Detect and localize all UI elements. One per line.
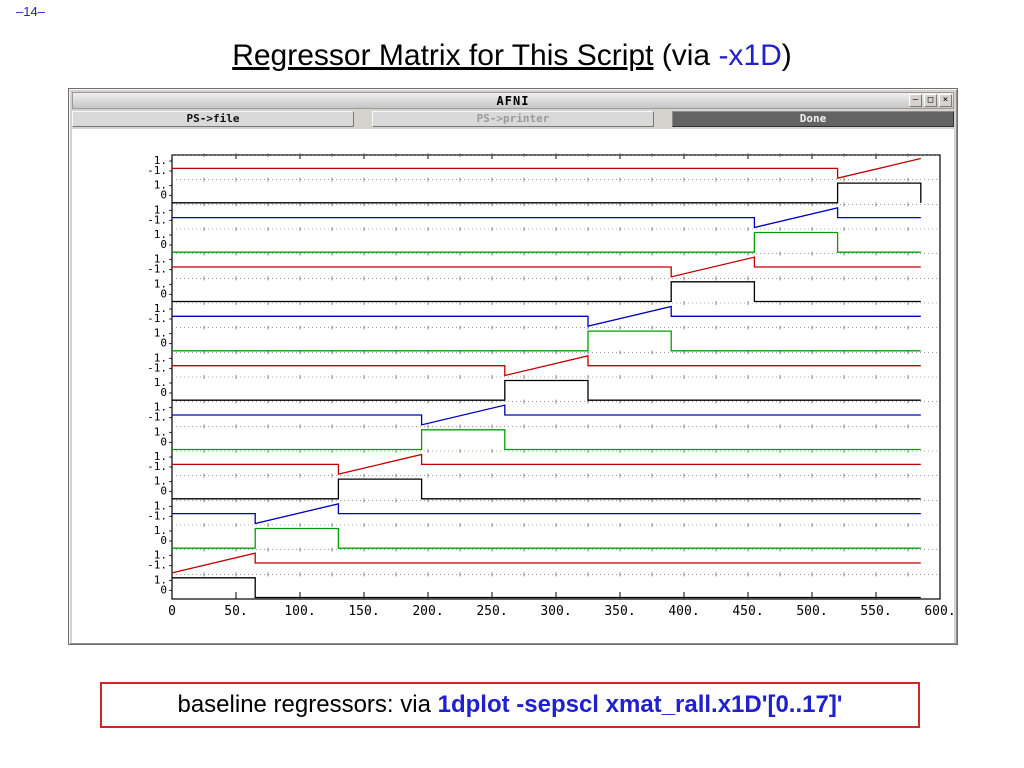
plot-area: 0 50. 100. 150. 200. 250. 300. 350. 400. 450. 500.… <box>72 129 956 643</box>
caption-prefix: baseline regressors: via <box>177 691 438 718</box>
caption-box: baseline regressors: via 1dplot -sepscl … <box>100 682 920 728</box>
title-x1d-flag: -x1D <box>718 39 782 72</box>
svg-text:400.: 400. <box>668 604 699 619</box>
page-title: Regressor Matrix for This Script (via -x… <box>0 38 1024 74</box>
svg-text:0: 0 <box>160 189 167 202</box>
svg-text:1.: 1. <box>154 524 167 537</box>
svg-text:200.: 200. <box>412 604 443 619</box>
svg-text:0: 0 <box>160 435 167 448</box>
minimize-button[interactable]: – <box>909 94 922 107</box>
svg-text:1.: 1. <box>154 277 167 290</box>
svg-text:250.: 250. <box>476 604 507 619</box>
svg-text:350.: 350. <box>604 604 635 619</box>
svg-text:0: 0 <box>160 386 167 399</box>
svg-text:1.: 1. <box>154 376 167 389</box>
svg-text:-1.: -1. <box>147 213 167 226</box>
svg-text:-1.: -1. <box>147 361 167 374</box>
afni-window: AFNI – □ × PS->file PS->printer Done 0 50… <box>68 88 958 645</box>
title-suffix: ) <box>781 39 792 72</box>
title-underlined-text: Regressor Matrix for This Script <box>232 39 654 72</box>
plot-svg: 0 50. 100. 150. 200. 250. 300. 350. 400. 450. 500.… <box>147 153 956 619</box>
svg-text:1.: 1. <box>154 475 167 488</box>
svg-text:450.: 450. <box>732 604 763 619</box>
done-button[interactable]: Done <box>672 111 954 127</box>
svg-text:600.: 600. <box>924 604 955 619</box>
svg-text:1.: 1. <box>154 573 167 586</box>
svg-text:0: 0 <box>160 337 167 350</box>
svg-text:0: 0 <box>168 604 176 619</box>
svg-text:1.: 1. <box>154 228 167 241</box>
window-controls: – □ × <box>909 94 952 107</box>
svg-text:1.: 1. <box>154 450 167 463</box>
svg-text:1.: 1. <box>154 203 167 216</box>
ps-printer-button[interactable]: PS->printer <box>372 111 654 127</box>
close-button[interactable]: × <box>939 94 952 107</box>
svg-text:1.: 1. <box>154 401 167 414</box>
plot-toolbar: PS->file PS->printer Done <box>72 111 954 127</box>
slide-page-number: –14– <box>16 4 45 19</box>
svg-text:0: 0 <box>160 485 167 498</box>
svg-text:-1.: -1. <box>147 509 167 522</box>
svg-text:550.: 550. <box>860 604 891 619</box>
svg-text:-1.: -1. <box>147 559 167 572</box>
svg-text:0: 0 <box>160 287 167 300</box>
svg-text:1.: 1. <box>154 351 167 364</box>
svg-text:100.: 100. <box>284 604 315 619</box>
svg-text:1.: 1. <box>154 425 167 438</box>
svg-text:-1.: -1. <box>147 164 167 177</box>
svg-text:500.: 500. <box>796 604 827 619</box>
svg-text:-1.: -1. <box>147 312 167 325</box>
title-via-prefix: (via <box>653 39 719 72</box>
svg-text:1.: 1. <box>154 499 167 512</box>
maximize-button[interactable]: □ <box>924 94 937 107</box>
svg-text:1.: 1. <box>154 253 167 266</box>
ps-file-button[interactable]: PS->file <box>72 111 354 127</box>
svg-text:-1.: -1. <box>147 411 167 424</box>
svg-text:1.: 1. <box>154 549 167 562</box>
svg-text:-1.: -1. <box>147 460 167 473</box>
svg-text:150.: 150. <box>348 604 379 619</box>
svg-text:1.: 1. <box>154 327 167 340</box>
caption-command: 1dplot -sepscl xmat_rall.x1D'[0..17]' <box>437 691 843 718</box>
svg-text:-1.: -1. <box>147 263 167 276</box>
svg-text:0: 0 <box>160 534 167 547</box>
window-title: AFNI <box>496 93 530 108</box>
svg-text:1.: 1. <box>154 179 167 192</box>
svg-text:300.: 300. <box>540 604 571 619</box>
svg-text:1.: 1. <box>154 154 167 167</box>
window-titlebar[interactable]: AFNI – □ × <box>72 92 954 109</box>
caption-text: baseline regressors: via 1dplot -sepscl … <box>177 691 842 719</box>
svg-text:0: 0 <box>160 238 167 251</box>
svg-text:50.: 50. <box>224 604 247 619</box>
svg-text:0: 0 <box>160 583 167 596</box>
svg-text:1.: 1. <box>154 302 167 315</box>
